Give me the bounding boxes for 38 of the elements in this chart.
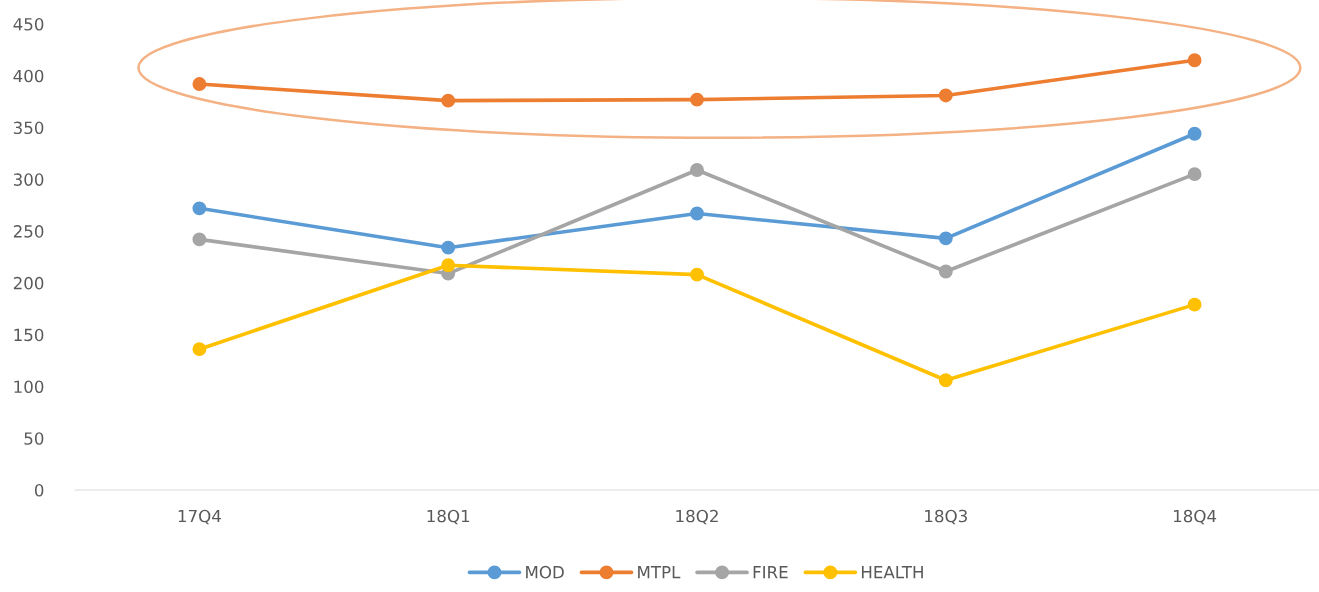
point	[1187, 167, 1202, 182]
x-tick-label: 17Q4	[178, 509, 221, 525]
point	[192, 232, 207, 247]
y-tick-label: 100	[14, 380, 44, 394]
legend-label: MTPL	[638, 566, 681, 579]
x-tick-label: 18Q4	[1173, 509, 1217, 525]
point	[1187, 53, 1202, 68]
point	[192, 342, 207, 357]
point	[192, 201, 207, 216]
x-tick-label: 18Q3	[925, 509, 967, 525]
point	[1187, 297, 1202, 312]
point	[690, 267, 704, 282]
point	[441, 240, 456, 255]
point	[1187, 126, 1202, 141]
y-tick-label: 450	[13, 17, 44, 31]
point	[192, 77, 207, 92]
point	[938, 373, 953, 388]
point	[938, 264, 953, 279]
y-tick-label: 250	[13, 225, 44, 238]
point	[441, 93, 456, 108]
y-tick-label: 50	[24, 432, 44, 445]
y-tick-label: 350	[13, 121, 44, 135]
x-tick-label: 18Q2	[676, 509, 718, 525]
legend-label: MOD	[526, 565, 564, 579]
point	[441, 258, 456, 273]
y-tick-label: 300	[13, 173, 44, 186]
point	[690, 206, 704, 221]
x-tick-label: 18Q1	[427, 509, 470, 525]
y-tick-label: 400	[13, 69, 44, 83]
y-tick-label: 0	[34, 483, 44, 497]
point	[690, 163, 704, 177]
y-tick-label: 150	[14, 328, 44, 342]
y-tick-label: 200	[13, 276, 44, 290]
point	[938, 88, 953, 103]
legend-label: FIRE	[753, 566, 788, 579]
point	[938, 231, 953, 246]
legend-label: HEALTH	[861, 566, 923, 579]
point	[690, 92, 704, 107]
